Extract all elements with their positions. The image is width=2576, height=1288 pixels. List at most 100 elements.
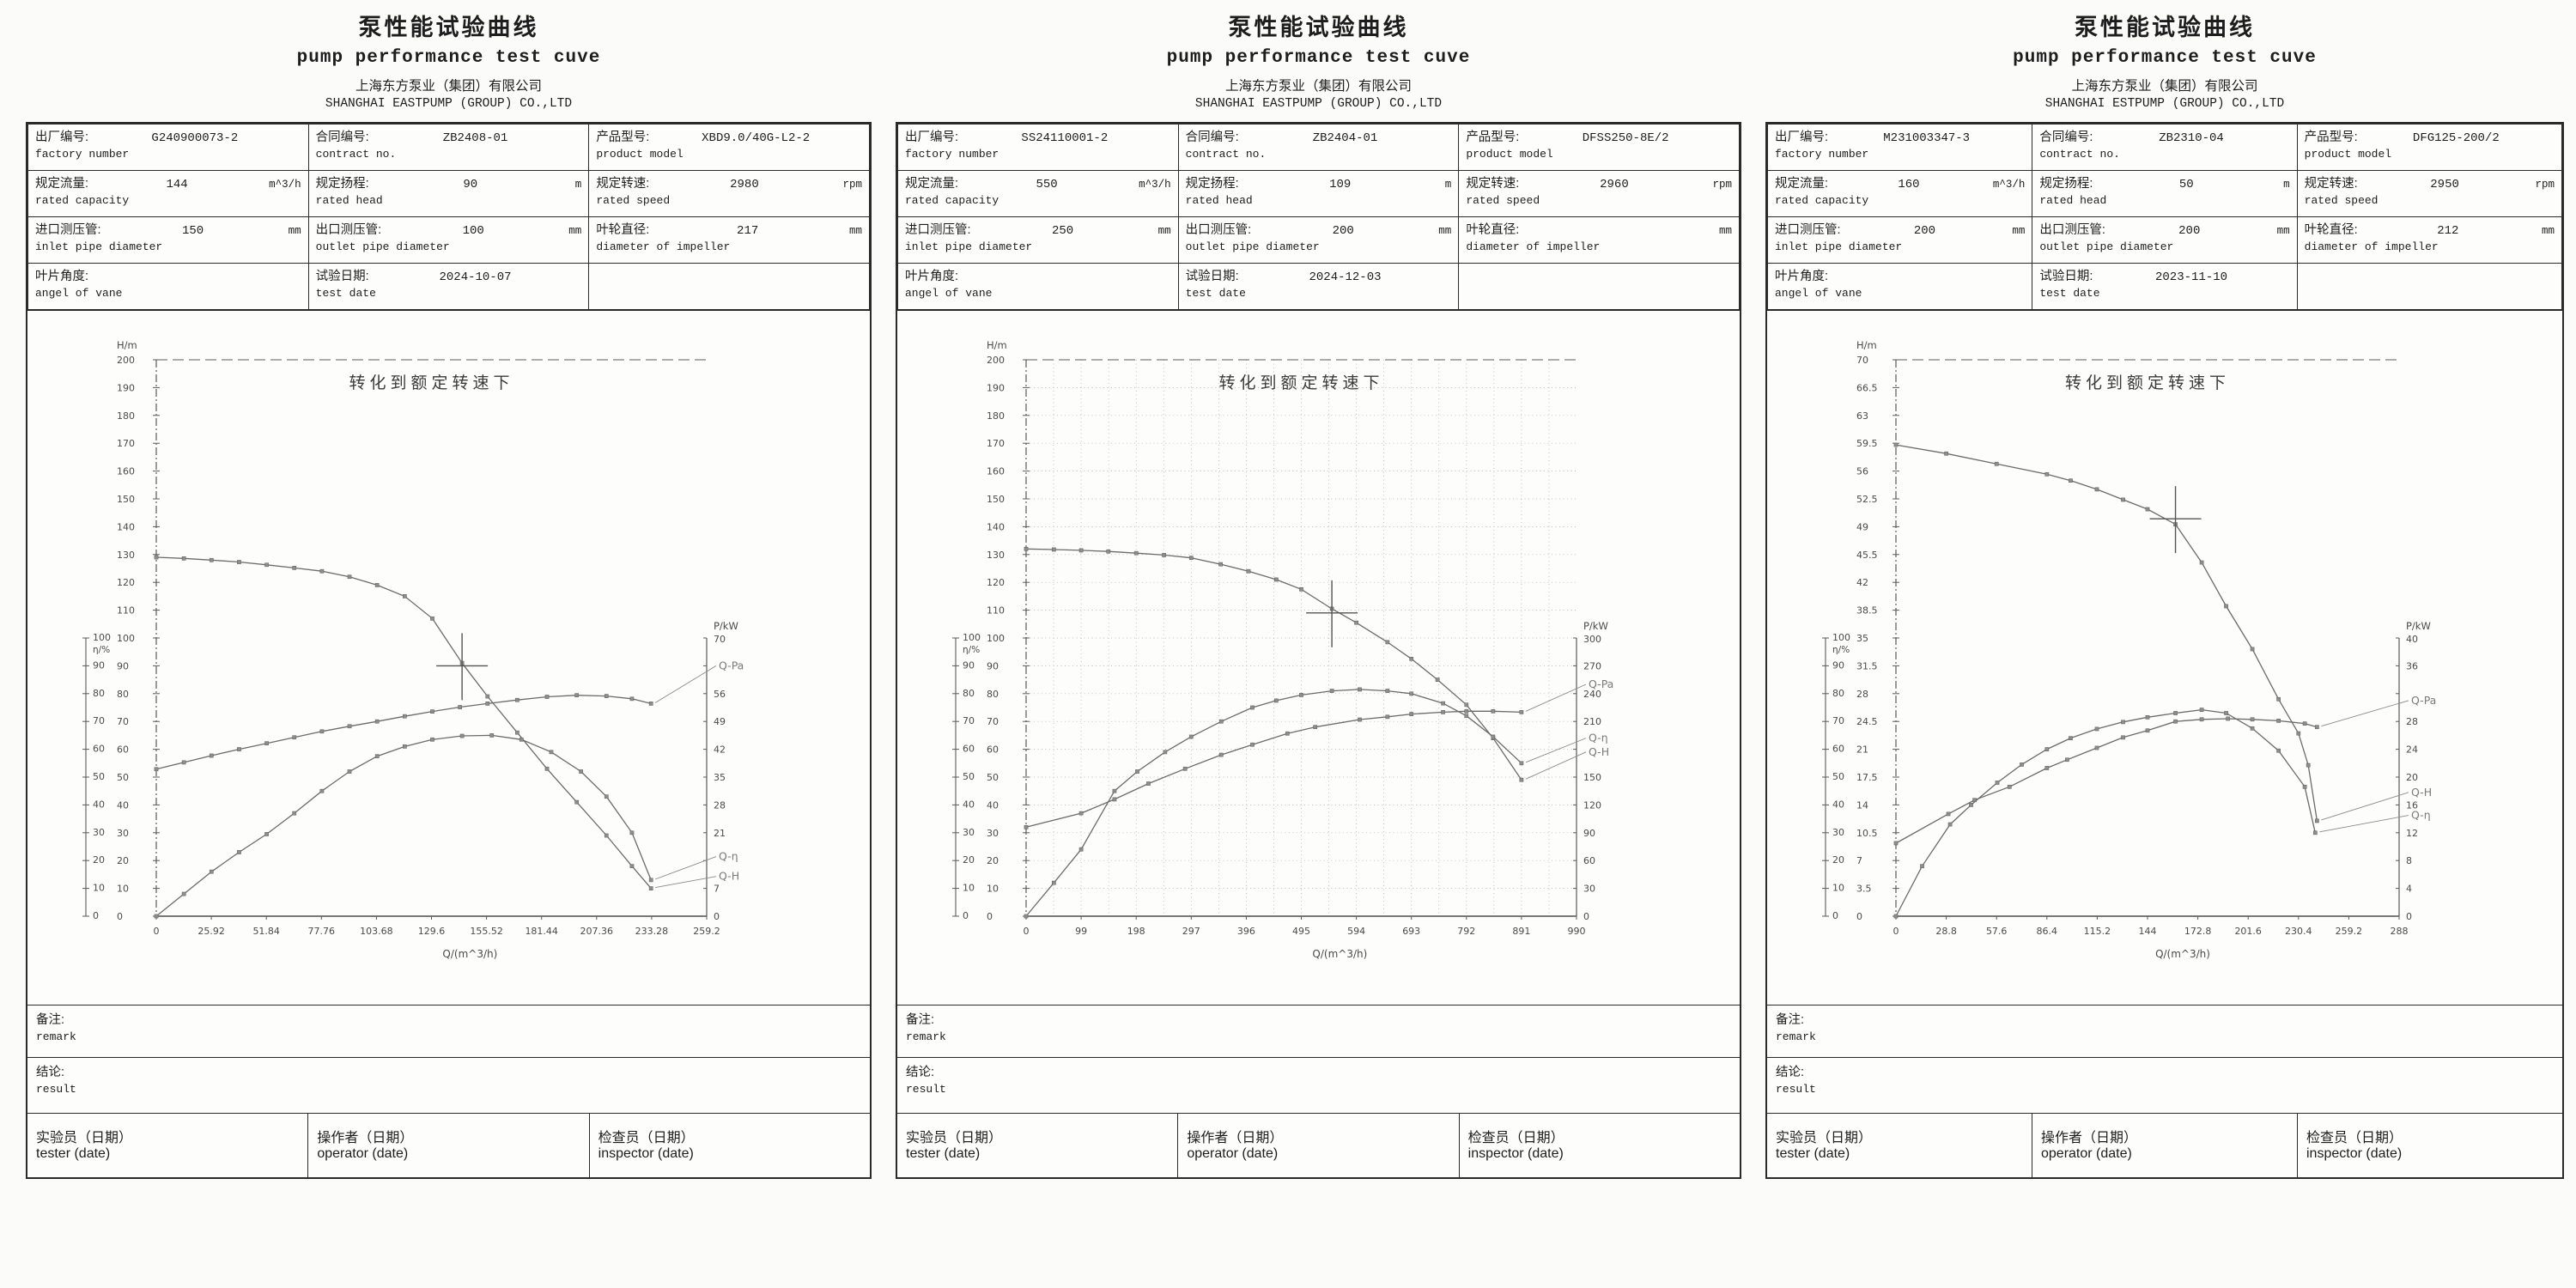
field-label-en: rated capacity	[905, 194, 999, 207]
spec-cell-rated_speed: 规定转速: 2950 rpm rated speed	[2296, 170, 2563, 217]
company-name-en: SHANGHAI EASTPUMP (GROUP) CO.,LTD	[325, 97, 573, 111]
svg-text:155.52: 155.52	[470, 926, 503, 937]
svg-text:P/kW: P/kW	[1583, 620, 1608, 632]
svg-text:60: 60	[963, 744, 975, 755]
field-label-cn: 叶轮直径:	[1466, 223, 1520, 237]
field-value: 2023-11-10	[2155, 270, 2228, 284]
svg-text:28.8: 28.8	[1935, 926, 1957, 937]
svg-text:4: 4	[2406, 884, 2412, 895]
signature-row: 实验员（日期） tester (date) 操作者（日期） operator (dat…	[27, 1113, 870, 1177]
signer-label-cn: 实验员（日期）	[36, 1131, 133, 1145]
series-qh	[1893, 442, 2319, 823]
field-label-cn: 进口测压管:	[1775, 223, 1841, 237]
svg-text:140: 140	[987, 521, 1005, 532]
svg-text:180: 180	[987, 410, 1005, 422]
table-row: 进口测压管: 200 mm inlet pipe diameter 出口测压管: 200 m…	[1766, 216, 2563, 264]
spec-cell-inlet_pipe: 进口测压管: 150 mm inlet pipe diameter	[27, 216, 309, 264]
performance-chart: 转化到额定转速下H/m01020304050607080901001101201…	[82, 339, 744, 960]
result-box: 结论: result	[27, 1057, 870, 1113]
svg-text:45.5: 45.5	[1856, 550, 1878, 561]
field-label-cn: 叶轮直径:	[596, 223, 650, 237]
svg-text:77.76: 77.76	[308, 926, 336, 937]
svg-text:28: 28	[2406, 716, 2418, 727]
svg-text:28: 28	[1856, 689, 1868, 700]
company-name-cn: 上海东方泵业（集团）有限公司	[2071, 79, 2258, 94]
svg-text:99: 99	[1075, 926, 1087, 937]
field-label-en: diameter of impeller	[596, 240, 731, 253]
q-axis: 0 99 198 297 396 495 594 693 792 891 990 Q/(m^3/h)	[1024, 916, 1586, 960]
spec-cell-product_model: 产品型号: XBD9.0/40G-L2-2 product model	[588, 124, 870, 171]
svg-text:110: 110	[117, 605, 135, 617]
field-value: 150	[181, 224, 204, 238]
field-value: 109	[1329, 178, 1352, 191]
svg-text:240: 240	[1583, 689, 1601, 700]
report-title-cn: 泵性能试验曲线	[358, 15, 539, 40]
svg-text:Q-η: Q-η	[719, 850, 738, 863]
signer-label-cn: 操作者（日期）	[2041, 1131, 2138, 1145]
field-label-en: inlet pipe diameter	[1775, 240, 1903, 253]
field-value: 160	[1898, 178, 1920, 191]
svg-text:201.6: 201.6	[2234, 926, 2262, 937]
field-label-en: factory number	[1775, 148, 1869, 161]
svg-text:0: 0	[2406, 911, 2412, 922]
svg-text:21: 21	[1856, 744, 1868, 756]
svg-text:30: 30	[117, 828, 129, 839]
svg-text:Q/(m^3/h): Q/(m^3/h)	[442, 948, 497, 960]
result-box: 结论: result	[897, 1057, 1740, 1113]
svg-text:50: 50	[963, 771, 975, 782]
remark-label-en: remark	[1776, 1030, 1816, 1043]
field-value: 550	[1036, 178, 1058, 191]
svg-text:103.68: 103.68	[360, 926, 393, 937]
field-unit: m	[574, 179, 582, 191]
svg-text:300: 300	[1583, 634, 1601, 645]
spec-cell-product_model: 产品型号: DFG125-200/2 product model	[2296, 124, 2563, 171]
svg-text:90: 90	[987, 660, 999, 671]
svg-text:792: 792	[1457, 926, 1475, 937]
field-label-en: test date	[1185, 287, 1246, 300]
field-label-cn: 规定转速:	[1466, 177, 1520, 191]
spec-cell-test_date: 试验日期: 2024-10-07 test date	[307, 263, 590, 310]
field-value: 100	[462, 224, 484, 238]
svg-text:49: 49	[714, 716, 726, 727]
signer-label-en: tester (date)	[906, 1146, 981, 1161]
svg-text:Q-Pa: Q-Pa	[719, 659, 744, 671]
spec-cell-product_model: 产品型号: DFSS250-8E/2 product model	[1458, 124, 1740, 171]
signer-label-en: operator (date)	[1187, 1146, 1279, 1161]
company-name-cn: 上海东方泵业（集团）有限公司	[1224, 79, 1412, 94]
svg-text:10: 10	[963, 883, 975, 894]
svg-text:16: 16	[2406, 799, 2418, 811]
field-label-en: diameter of impeller	[2304, 240, 2439, 253]
svg-text:115.2: 115.2	[2084, 926, 2111, 937]
field-label-en: rated capacity	[35, 194, 130, 207]
spec-cell-contract_no: 合同编号: ZB2404-01 contract no.	[1177, 124, 1460, 171]
svg-text:52.5: 52.5	[1856, 494, 1878, 505]
svg-text:70: 70	[1832, 715, 1844, 726]
svg-text:60: 60	[117, 744, 129, 756]
svg-text:90: 90	[1583, 828, 1595, 839]
svg-text:70: 70	[93, 715, 105, 726]
svg-text:259.2: 259.2	[2336, 926, 2363, 937]
table-row: 进口测压管: 250 mm inlet pipe diameter 出口测压管: 200 m…	[897, 216, 1740, 264]
svg-text:H/m: H/m	[987, 339, 1007, 351]
svg-text:259.2: 259.2	[693, 926, 720, 937]
company-name-cn: 上海东方泵业（集团）有限公司	[355, 79, 542, 94]
svg-text:144: 144	[2139, 926, 2157, 937]
svg-text:190: 190	[117, 382, 135, 393]
svg-text:100: 100	[117, 633, 135, 644]
field-label-cn: 合同编号:	[315, 131, 369, 144]
field-value: 90	[463, 178, 478, 191]
field-label-cn: 出厂编号:	[35, 131, 89, 144]
signer-label-cn: 实验员（日期）	[906, 1131, 1003, 1145]
svg-text:Q/(m^3/h): Q/(m^3/h)	[2155, 948, 2210, 960]
field-label-en: rated head	[2039, 194, 2107, 207]
spec-cell-vane: 叶片角度: angel of vane	[27, 263, 309, 310]
svg-text:210: 210	[1583, 716, 1601, 727]
field-unit: m^3/h	[1992, 179, 2026, 191]
field-value: 2980	[730, 178, 759, 191]
spec-cell-rated_head: 规定扬程: 50 m rated head	[2032, 170, 2298, 217]
spec-cell-outlet_pipe: 出口测压管: 200 mm outlet pipe diameter	[2032, 216, 2298, 264]
svg-text:180: 180	[117, 410, 135, 422]
field-label-cn: 合同编号:	[2039, 131, 2093, 144]
svg-text:35: 35	[1856, 633, 1868, 644]
table-row: 进口测压管: 150 mm inlet pipe diameter 出口测压管: 100 m…	[27, 216, 870, 264]
